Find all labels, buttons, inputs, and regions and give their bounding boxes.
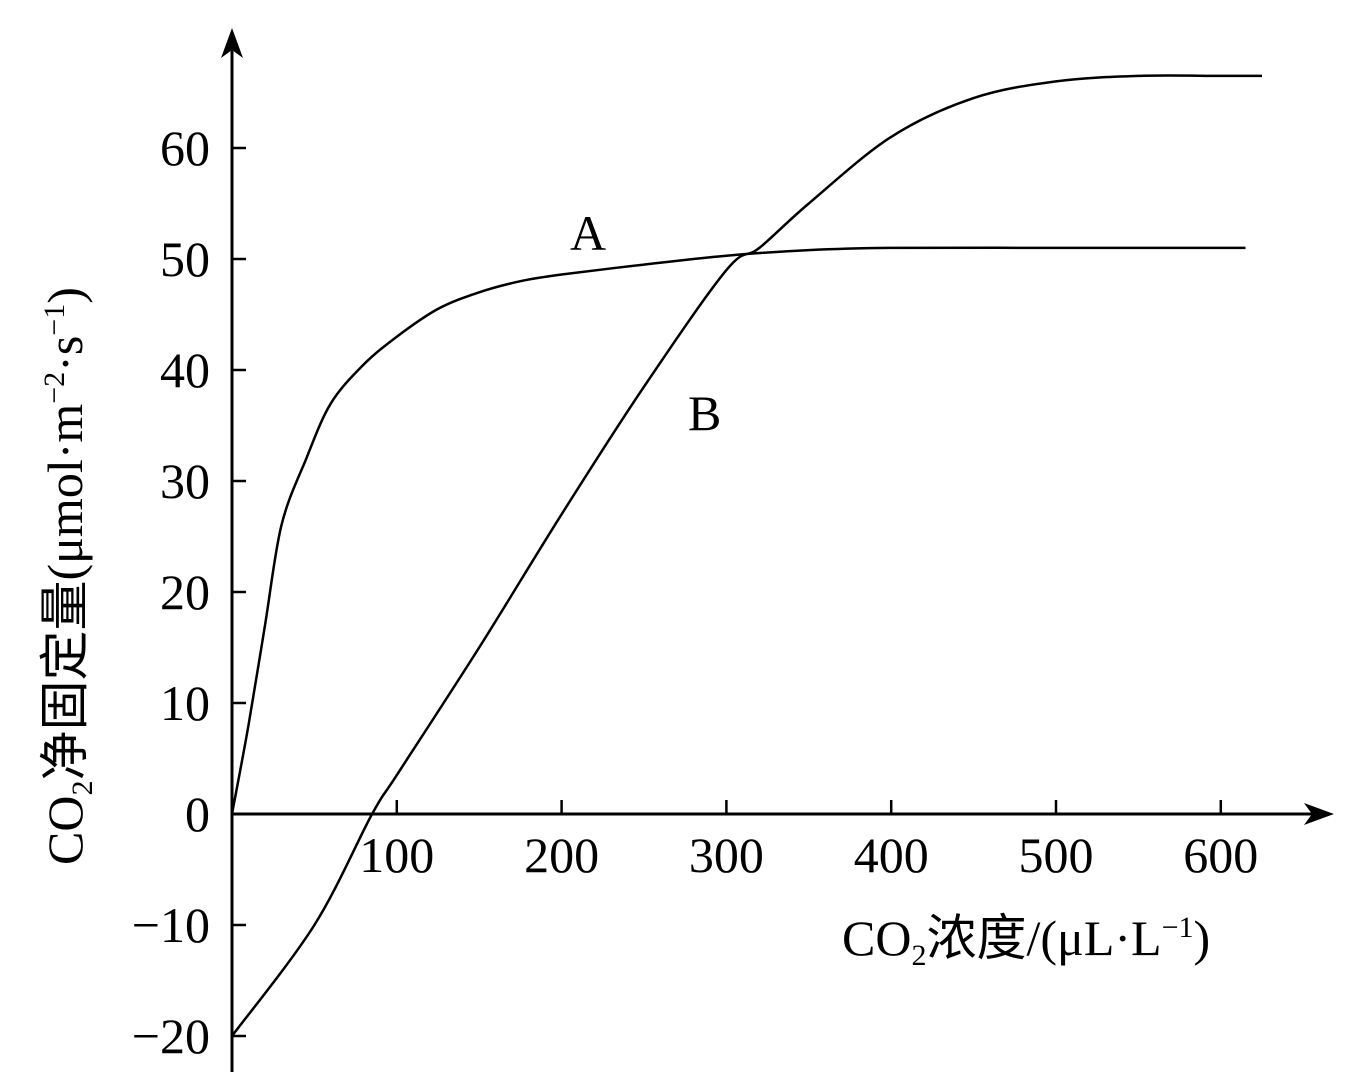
series-label-a: A [570, 205, 606, 261]
x-axis-title-prefix: CO [842, 910, 911, 966]
y-axis-title-end: ) [37, 287, 93, 304]
series-line-b [230, 74, 1262, 1037]
x-tick-label-400: 400 [854, 827, 929, 883]
x-tick-label-100: 100 [359, 827, 434, 883]
x-axis-title-text: 浓度/(μL·L [926, 910, 1161, 966]
x-axis-arrowhead [1304, 803, 1334, 825]
y-tick-label-20: 20 [160, 564, 210, 620]
y-axis-title: CO2净固定量(μmol·m−2·s−1) [37, 287, 99, 865]
y-axis-title-mid: ·s [37, 336, 93, 372]
y-axis-arrowhead [221, 28, 243, 58]
y-axis-title-subscript: 2 [66, 781, 99, 796]
x-axis-title-subscript: 2 [911, 939, 926, 972]
y-tick-label-60: 60 [160, 120, 210, 176]
y-axis-title-superscript-1: −2 [38, 372, 71, 404]
y-tick-label-30: 30 [160, 453, 210, 509]
tick-marks [232, 146, 1223, 1038]
series-line-a [230, 246, 1246, 815]
y-tick-label--20: −20 [132, 1008, 210, 1064]
y-axis-title-text: 净固定量(μmol·m [37, 404, 93, 781]
x-axis-title: CO2浓度/(μL·L−1) [842, 910, 1210, 972]
series-curves [230, 74, 1262, 1037]
y-tick-label-10: 10 [160, 675, 210, 731]
x-tick-label-500: 500 [1019, 827, 1094, 883]
y-tick-label-40: 40 [160, 342, 210, 398]
y-tick-label--10: −10 [132, 897, 210, 953]
tick-labels: 100 200 300 400 500 600 −20 −10 0 10 20 30 40 50 60 [132, 120, 1259, 1064]
y-axis-title-prefix: CO [37, 796, 93, 865]
y-tick-label-50: 50 [160, 231, 210, 287]
x-axis-title-superscript: −1 [1162, 911, 1194, 944]
y-tick-label-0: 0 [185, 786, 210, 842]
x-tick-label-200: 200 [524, 827, 599, 883]
series-label-b: B [688, 385, 721, 441]
y-axis-title-superscript-2: −1 [38, 304, 71, 336]
x-tick-label-300: 300 [689, 827, 764, 883]
x-tick-label-600: 600 [1183, 827, 1258, 883]
x-axis-title-end: ) [1193, 910, 1210, 966]
